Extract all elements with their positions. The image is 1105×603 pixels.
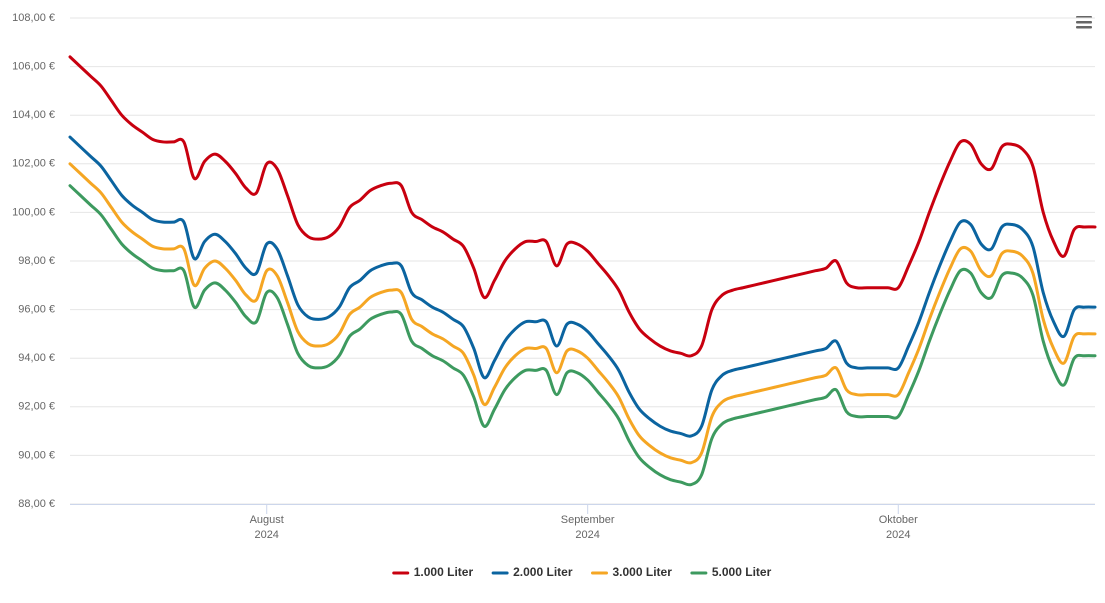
legend-label: 2.000 Liter <box>513 565 573 579</box>
y-tick-label: 104,00 € <box>12 109 55 121</box>
x-tick-label: September 2024 <box>560 514 615 541</box>
line-series <box>68 55 1097 358</box>
y-tick-label: 108,00 € <box>12 12 55 24</box>
y-tick-label: 90,00 € <box>18 449 55 461</box>
y-tick-label: 106,00 € <box>12 61 55 73</box>
legend-item[interactable]: 2.000 Liter <box>491 565 573 579</box>
legend-item[interactable]: 5.000 Liter <box>690 565 772 579</box>
y-tick-label: 98,00 € <box>18 255 55 267</box>
line-series <box>68 135 1097 438</box>
x-tick-label: August 2024 <box>249 514 284 541</box>
y-tick-label: 92,00 € <box>18 401 55 413</box>
line-series <box>68 162 1097 465</box>
y-tick-label: 88,00 € <box>18 498 55 510</box>
line-series <box>68 184 1097 487</box>
y-tick-label: 100,00 € <box>12 206 55 218</box>
x-tick-label: Oktober 2024 <box>878 514 918 541</box>
menu-bar <box>1076 26 1092 29</box>
legend-item[interactable]: 1.000 Liter <box>392 565 474 579</box>
y-tick-label: 94,00 € <box>18 352 55 364</box>
legend-item[interactable]: 3.000 Liter <box>591 565 673 579</box>
y-tick-label: 96,00 € <box>18 304 55 316</box>
y-tick-label: 102,00 € <box>12 158 55 170</box>
legend-label: 3.000 Liter <box>613 565 673 579</box>
menu-bar <box>1076 21 1092 24</box>
legend-label: 1.000 Liter <box>414 565 474 579</box>
legend: 1.000 Liter 2.000 Liter 3.000 Liter 5.000 L… <box>392 565 772 579</box>
legend-label: 5.000 Liter <box>712 565 772 579</box>
